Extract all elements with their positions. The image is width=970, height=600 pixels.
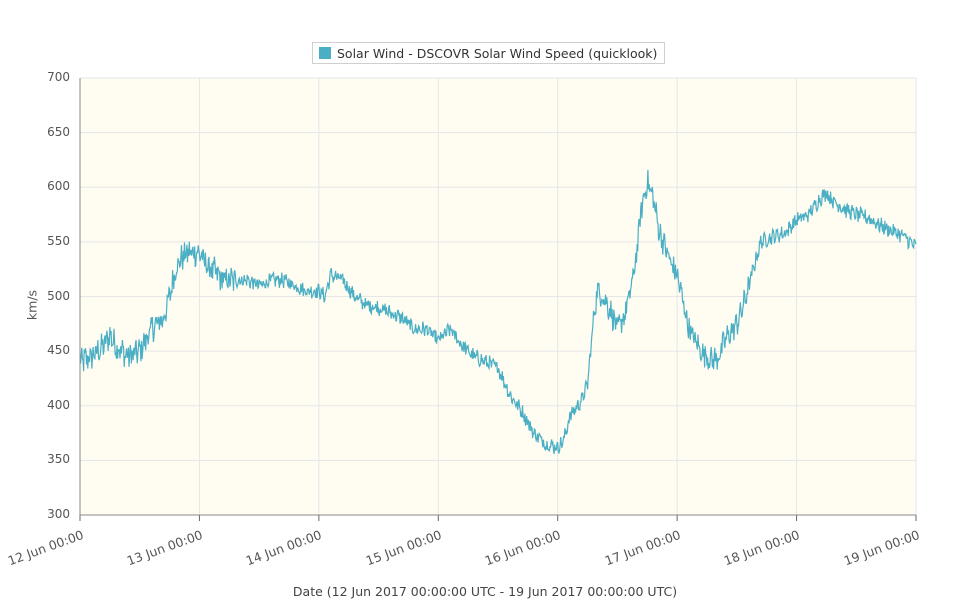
axes (79, 78, 917, 521)
x-axis-title: Date (12 Jun 2017 00:00:00 UTC - 19 Jun … (292, 584, 678, 599)
y-tick-label: 700 (47, 70, 70, 84)
series-line-solar-wind-speed (79, 169, 917, 455)
y-tick-label: 400 (47, 397, 70, 412)
y-tick-label: 300 (47, 507, 70, 521)
y-tick-label: 600 (47, 179, 70, 194)
y-tick-label: 650 (47, 124, 70, 139)
y-tick-label: 500 (47, 288, 70, 303)
legend-swatch (319, 47, 331, 59)
y-tick-label: 350 (47, 452, 70, 467)
y-tick-label: 450 (47, 343, 70, 358)
y-tick-label: 550 (47, 233, 70, 248)
legend[interactable]: Solar Wind - DSCOVR Solar Wind Speed (qu… (312, 42, 666, 64)
legend-label: Solar Wind - DSCOVR Solar Wind Speed (qu… (337, 45, 658, 61)
